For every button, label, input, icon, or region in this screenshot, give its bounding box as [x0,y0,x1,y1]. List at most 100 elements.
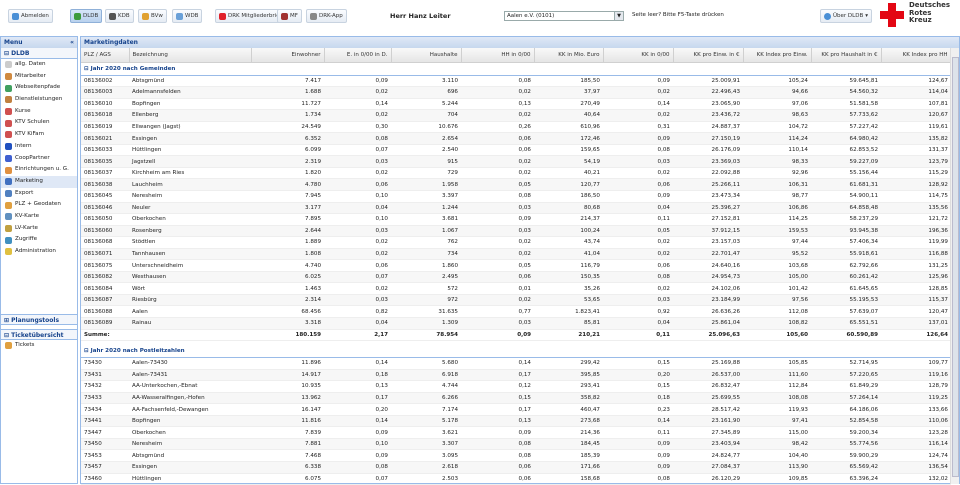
collapse-icon[interactable]: « [70,39,74,46]
table-cell: 0,03 [324,294,391,307]
table-cell: 0,03 [603,155,673,168]
sidebar-item-tickets[interactable]: Tickets [1,340,77,352]
table-row[interactable]: 73441 Bopfingen 11.816 0,14 5.178 0,13 273,68 0… [81,415,951,428]
sidebar-item-export[interactable]: Export [1,188,77,200]
table-row[interactable]: 08136046 Neuler 3.177 0,04 1.244 0,03 80,68 0,0… [81,202,951,215]
table-row[interactable]: 08136002 Abtsgmünd 7.417 0,09 3.110 0,08 185,5… [81,75,951,88]
column-header[interactable]: HH in 0/00 [461,48,535,63]
table-row[interactable]: 08136021 Essingen 6.352 0,08 2.654 0,06 172,46… [81,132,951,145]
sidebar-item-ktv-schulen[interactable]: KTV Schulen [1,117,77,129]
table-row[interactable]: 08136068 Stödtlen 1.889 0,02 762 0,02 43,74 0,0… [81,236,951,249]
table-row[interactable]: 08136037 Kirchheim am Ries 1.820 0,02 729 0,0… [81,167,951,180]
table-cell: 0,13 [324,380,391,393]
sidebar-item-kurse[interactable]: Kurse [1,106,77,118]
about-button[interactable]: Über DLDB ▾ [820,9,872,23]
sidebar-item-mitarbeiter[interactable]: Mitarbeiter [1,71,77,83]
table-cell: 52.714,95 [811,357,881,370]
chevron-down-icon[interactable]: ▼ [614,12,623,20]
sidebar-item-lv-karte[interactable]: LV-Karte [1,223,77,235]
group-header[interactable]: ⊟ Jahr 2020 nach Postleitzahlen [81,344,951,359]
table-row[interactable]: 73431 Aalen-73431 14.917 0,18 6.918 0,17 395,8… [81,369,951,382]
table-row[interactable]: 08136071 Tannhausen 1.808 0,02 734 0,02 41,04 0… [81,248,951,261]
sidebar-item-webseitenpfade[interactable]: Webseitenpfade [1,82,77,94]
table-row[interactable]: 73430 Aalen-73430 11.896 0,14 5.680 0,14 299,4… [81,357,951,370]
toolbar-button-mf[interactable]: MF [277,9,302,23]
group-header[interactable]: ⊟ Jahr 2020 nach Gemeinden [81,62,951,76]
toolbar-button-kdb[interactable]: KDB [105,9,134,23]
sidebar-item-ktv-kifam[interactable]: KTV KiFam [1,129,77,141]
table-row[interactable]: 73457 Essingen 6.338 0,08 2.618 0,06 171,66 0,0… [81,461,951,474]
table-row[interactable]: 08136089 Rainau 3.318 0,04 1.309 0,03 85,81 0,0… [81,317,951,330]
sidebar-section-tickets[interactable]: ⊟ Ticketübersicht [1,328,77,340]
table-row[interactable]: 73433 AA-Wasseralfingen,-Hofen 13.962 0,17 6… [81,392,951,405]
table-cell: AA-Unterkochen,-Ebnat [129,380,251,393]
table-row[interactable]: 73450 Neresheim 7.881 0,10 3.307 0,08 184,45 0,… [81,438,951,451]
table-row[interactable]: 73432 AA-Unterkochen,-Ebnat 10.935 0,13 4.74… [81,380,951,393]
column-header[interactable]: E. in 0/00 in D. [324,48,392,63]
vertical-scrollbar[interactable] [950,48,959,484]
table-row[interactable]: 08136060 Rosenberg 2.644 0,03 1.067 0,03 100,2… [81,225,951,238]
table-row[interactable]: 73434 AA-Fachsenfeld,-Dewangen 16.147 0,20 7… [81,403,951,416]
sidebar-section-dldb[interactable]: ⊟ DLDB [1,48,77,59]
table-row[interactable]: 73447 Oberkochen 7.839 0,09 3.621 0,09 214,36 0… [81,426,951,439]
table-row[interactable]: 08136018 Ellenberg 1.734 0,02 704 0,02 40,64 0,… [81,109,951,122]
table-row[interactable]: 08136035 Jagstzell 2.319 0,03 915 0,02 54,19 0,… [81,155,951,168]
column-header[interactable]: KK pro Einw. in € [673,48,744,63]
column-header[interactable]: KK in 0/00 [603,48,674,63]
summary-row[interactable]: Summe: 180.159 2,17 78.954 0,09 210,21 0,11 25.… [81,329,951,342]
table-row[interactable]: 08136010 Bopfingen 11.727 0,14 5.244 0,13 270,… [81,98,951,111]
table-row[interactable]: 08136038 Lauchheim 4.780 0,06 1.958 0,05 120,7… [81,178,951,191]
sidebar-item-kv-karte[interactable]: KV-Karte [1,211,77,223]
toolbar-button-dldb[interactable]: DLDB [70,9,103,23]
button-label: MF [290,13,298,19]
table-row[interactable]: 73460 Hüttlingen 6.075 0,07 2.503 0,06 158,68 0… [81,473,951,485]
table-cell: Hüttlingen [129,144,251,157]
table-row[interactable]: 08136050 Oberkochen 7.895 0,10 3.681 0,09 214,… [81,213,951,226]
sidebar-item-label: PLZ + Geodaten [15,201,61,208]
organization-select[interactable]: Aalen e.V. (0101) ▼ [504,11,624,21]
column-header[interactable]: Haushalte [391,48,462,63]
sidebar-item-allg-daten[interactable]: allg. Daten [1,59,77,71]
table-row[interactable]: 73453 Abtsgmünd 7.468 0,09 3.095 0,08 185,39 0,… [81,449,951,462]
toolbar-button-bvw[interactable]: BVw [138,9,167,23]
group-header-row[interactable]: ⊟ Jahr 2020 nach Gemeinden [81,62,951,76]
collapse-toggle-icon[interactable]: ⊟ [84,65,91,72]
table-row[interactable]: 08136045 Neresheim 7.945 0,10 3.397 0,08 186,5… [81,190,951,203]
column-header[interactable]: KK Index pro HH [881,48,952,63]
sidebar-section-planning[interactable]: ⊞ Planungstools [1,313,77,325]
column-header[interactable]: KK in Mio. Euro [534,48,604,63]
toolbar-button-drk-mitgliederbrief[interactable]: DRK Mitgliederbrief [215,9,286,23]
button-label: BVw [151,13,163,19]
group-header-row[interactable]: ⊟ Jahr 2020 nach Postleitzahlen [81,344,951,359]
sidebar-item-label: KTV KiFam [15,131,45,138]
sidebar-item-zugriffe[interactable]: Zugriffe [1,234,77,246]
table-row[interactable]: 08136088 Aalen 68.456 0,82 31.635 0,77 1.823,4… [81,305,951,318]
sidebar-item-plz-geodaten[interactable]: PLZ + Geodaten [1,199,77,211]
toolbar-button-wdb[interactable]: WDB [172,9,203,23]
toolbar-button-drk-app[interactable]: DRK-App [306,9,347,23]
sidebar-item-marketing[interactable]: Marketing [1,175,77,188]
column-header[interactable]: PLZ / AGS [81,48,130,63]
table-row[interactable]: 08136019 Ellwangen (Jagst) 24.549 0,30 10.67… [81,121,951,134]
scrollbar-thumb[interactable] [952,57,959,477]
table-row[interactable]: 08136082 Westhausen 6.025 0,07 2.495 0,06 150,… [81,271,951,284]
sidebar-item-dienstleistungen[interactable]: Dienstleistungen [1,94,77,106]
table-row[interactable]: 08136084 Wört 1.463 0,02 572 0,01 35,26 0,02 24.… [81,282,951,295]
table-row[interactable]: 08136075 Unterschneidheim 4.740 0,06 1.860 0,… [81,259,951,272]
sidebar-item-einrichtungen-u-g-[interactable]: Einrichtungen u. G. [1,164,77,176]
table-row[interactable]: 08136087 Riesbürg 2.314 0,03 972 0,02 53,65 0,0… [81,294,951,307]
column-header[interactable]: Einwohner [251,48,325,63]
table-cell: 59.645,81 [811,75,881,88]
table-row[interactable]: 08136003 Adelmannsfelden 1.688 0,02 696 0,02 3… [81,86,951,99]
table-cell: 7.895 [251,213,324,226]
collapse-toggle-icon[interactable]: ⊟ [84,347,91,354]
column-header[interactable]: Bezeichnung [129,48,252,63]
table-cell: 0,15 [603,380,673,393]
column-header[interactable]: KK pro Haushalt in € [811,48,882,63]
sidebar-item-cooppartner[interactable]: CoopPartner [1,153,77,165]
toolbar-button-abmelden[interactable]: Abmelden [8,9,53,23]
sidebar-item-administration[interactable]: Administration [1,246,77,258]
column-header[interactable]: KK Index pro Einw. [743,48,812,63]
table-row[interactable]: 08136033 Hüttlingen 6.099 0,07 2.540 0,06 159,… [81,144,951,157]
sidebar-item-intern[interactable]: Intern [1,141,77,153]
